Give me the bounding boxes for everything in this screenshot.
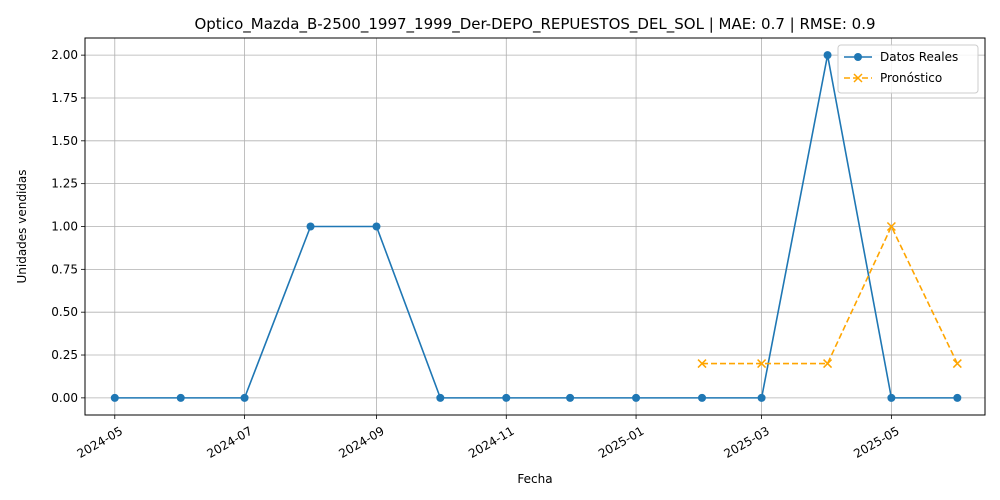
y-tick-label: 0.00 xyxy=(51,391,78,405)
data-point xyxy=(697,359,707,369)
y-tick-label: 1.25 xyxy=(51,177,78,191)
series-line xyxy=(114,54,958,399)
data-point xyxy=(436,393,445,402)
legend-item: Datos Reales xyxy=(844,50,958,64)
data-point xyxy=(176,393,185,402)
legend-frame xyxy=(837,44,979,94)
data-point xyxy=(566,393,575,402)
data-point xyxy=(110,393,119,402)
data-point xyxy=(823,359,833,369)
series-pron-stico xyxy=(697,221,962,369)
data-point xyxy=(502,393,511,402)
legend-item: Pronóstico xyxy=(844,71,942,85)
data-point xyxy=(698,393,707,402)
x-axis-label: Fecha xyxy=(517,472,552,486)
y-tick-label: 1.75 xyxy=(51,91,78,105)
data-point xyxy=(306,222,315,231)
data-point xyxy=(952,359,962,369)
legend-marker xyxy=(853,73,863,83)
y-tick-label: 2.00 xyxy=(51,48,78,62)
y-tick-label: 1.50 xyxy=(51,134,78,148)
legend-label: Datos Reales xyxy=(880,50,958,64)
y-tick-label: 0.25 xyxy=(51,348,78,362)
y-tick-label: 1.00 xyxy=(51,220,78,234)
data-point xyxy=(632,393,641,402)
series-layer xyxy=(110,51,962,402)
y-tick-label: 0.75 xyxy=(51,262,78,276)
chart-title: Optico_Mazda_B-2500_1997_1999_Der-DEPO_R… xyxy=(194,15,875,34)
y-tick-label: 0.50 xyxy=(51,305,78,319)
data-point xyxy=(887,393,896,402)
data-point xyxy=(757,359,767,369)
legend-marker xyxy=(854,53,862,61)
data-point xyxy=(240,393,249,402)
series-line xyxy=(702,224,959,365)
data-point xyxy=(372,222,381,231)
data-point xyxy=(823,51,832,60)
data-point xyxy=(886,221,896,232)
legend-label: Pronóstico xyxy=(880,71,942,85)
data-point xyxy=(953,393,962,402)
y-axis-label: Unidades vendidas xyxy=(15,169,29,283)
series-datos-reales xyxy=(110,51,962,402)
legend: Datos Reales Pronóstico xyxy=(837,44,979,94)
data-point xyxy=(757,393,766,402)
